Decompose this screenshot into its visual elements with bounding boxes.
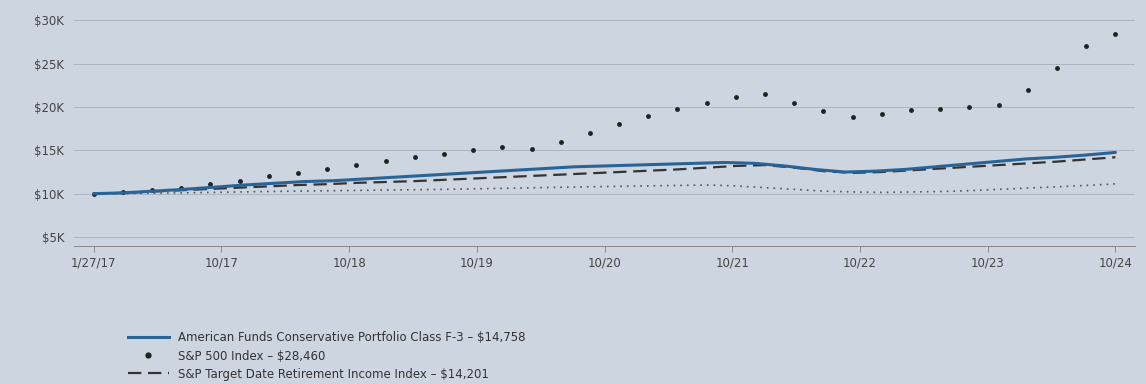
Legend: American Funds Conservative Portfolio Class F-3 – $14,758, S&P 500 Index – $28,4: American Funds Conservative Portfolio Cl… [123,327,531,384]
